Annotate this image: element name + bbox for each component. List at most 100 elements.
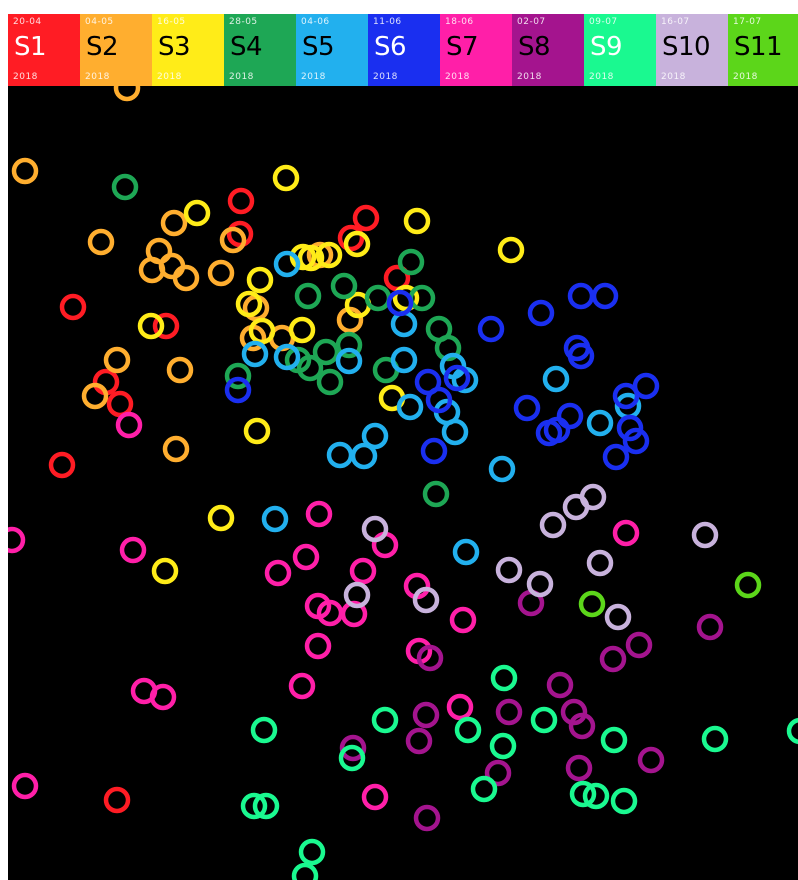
data-point-s7[interactable] [364,786,386,808]
data-point-s9[interactable] [301,841,323,863]
data-point-s3[interactable] [346,233,368,255]
data-point-s3[interactable] [186,202,208,224]
legend-item-s9[interactable]: 09-07 S9 2018 [584,14,656,86]
data-point-s8[interactable] [568,757,590,779]
data-point-s5[interactable] [444,421,466,443]
data-point-s6[interactable] [594,285,616,307]
data-point-s3[interactable] [154,560,176,582]
data-point-s9[interactable] [253,719,275,741]
data-point-s11[interactable] [581,593,603,615]
data-point-s8[interactable] [628,634,650,656]
data-point-s8[interactable] [416,807,438,829]
data-point-s2[interactable] [163,212,185,234]
data-point-s10[interactable] [529,573,551,595]
data-point-s3[interactable] [238,293,260,315]
legend-item-s5[interactable]: 04-06 S5 2018 [296,14,368,86]
data-point-s3[interactable] [246,420,268,442]
data-point-s5[interactable] [491,458,513,480]
data-point-s2[interactable] [14,160,36,182]
data-point-s4[interactable] [114,176,136,198]
data-point-s5[interactable] [393,349,415,371]
data-point-s4[interactable] [333,275,355,297]
legend-item-s3[interactable]: 16-05 S3 2018 [152,14,224,86]
legend-item-s7[interactable]: 18-06 S7 2018 [440,14,512,86]
data-point-s7[interactable] [295,546,317,568]
data-point-s3[interactable] [140,315,162,337]
data-point-s4[interactable] [297,285,319,307]
data-point-s3[interactable] [291,319,313,341]
data-point-s1[interactable] [51,454,73,476]
data-point-s7[interactable] [308,503,330,525]
data-point-s4[interactable] [319,371,341,393]
data-point-s9[interactable] [294,865,316,880]
data-point-s7[interactable] [8,529,23,551]
data-point-s6[interactable] [423,440,445,462]
data-point-s4[interactable] [425,483,447,505]
data-point-s3[interactable] [249,269,271,291]
legend-item-s8[interactable]: 02-07 S8 2018 [512,14,584,86]
data-point-s8[interactable] [699,616,721,638]
data-point-s1[interactable] [106,789,128,811]
data-point-s9[interactable] [603,729,625,751]
data-point-s2[interactable] [90,231,112,253]
data-point-s10[interactable] [542,514,564,536]
data-point-s5[interactable] [338,350,360,372]
data-point-s1[interactable] [109,393,131,415]
data-point-s7[interactable] [452,609,474,631]
data-point-s8[interactable] [415,704,437,726]
data-point-s5[interactable] [455,541,477,563]
data-point-s3[interactable] [275,167,297,189]
data-point-s10[interactable] [607,606,629,628]
data-point-s9[interactable] [789,720,798,742]
data-point-s10[interactable] [498,559,520,581]
data-point-s5[interactable] [264,508,286,530]
data-point-s9[interactable] [457,719,479,741]
legend-item-s1[interactable]: 20-04 S1 2018 [8,14,80,86]
data-point-s1[interactable] [355,207,377,229]
data-point-s9[interactable] [613,790,635,812]
data-point-s6[interactable] [227,379,249,401]
data-point-s1[interactable] [62,296,84,318]
data-point-s9[interactable] [533,709,555,731]
data-point-s4[interactable] [411,287,433,309]
data-point-s6[interactable] [570,285,592,307]
data-point-s7[interactable] [352,560,374,582]
legend-item-s2[interactable]: 04-05 S2 2018 [80,14,152,86]
data-point-s7[interactable] [307,635,329,657]
data-point-s1[interactable] [340,227,362,249]
data-point-s8[interactable] [498,701,520,723]
data-point-s2[interactable] [175,267,197,289]
data-point-s7[interactable] [14,775,36,797]
data-point-s6[interactable] [530,302,552,324]
data-point-s6[interactable] [480,318,502,340]
data-point-s5[interactable] [244,343,266,365]
data-point-s6[interactable] [559,405,581,427]
data-point-s3[interactable] [210,507,232,529]
data-point-s8[interactable] [640,749,662,771]
data-point-s1[interactable] [230,190,252,212]
legend-item-s11[interactable]: 17-07 S11 2018 [728,14,798,86]
data-point-s2[interactable] [169,359,191,381]
data-point-s9[interactable] [473,778,495,800]
data-point-s11[interactable] [737,574,759,596]
data-point-s3[interactable] [500,239,522,261]
data-point-s7[interactable] [449,696,471,718]
data-point-s7[interactable] [118,414,140,436]
data-point-s3[interactable] [406,210,428,232]
data-point-s6[interactable] [516,397,538,419]
data-point-s10[interactable] [565,496,587,518]
data-point-s2[interactable] [116,86,138,99]
data-point-s4[interactable] [367,287,389,309]
data-point-s9[interactable] [492,735,514,757]
data-point-s6[interactable] [389,292,411,314]
legend-item-s6[interactable]: 11-06 S6 2018 [368,14,440,86]
data-point-s5[interactable] [545,368,567,390]
data-point-s5[interactable] [589,412,611,434]
data-point-s2[interactable] [106,349,128,371]
data-point-s7[interactable] [615,522,637,544]
data-point-s9[interactable] [493,667,515,689]
data-point-s7[interactable] [291,675,313,697]
data-point-s6[interactable] [605,446,627,468]
data-point-s2[interactable] [165,438,187,460]
data-point-s9[interactable] [704,728,726,750]
